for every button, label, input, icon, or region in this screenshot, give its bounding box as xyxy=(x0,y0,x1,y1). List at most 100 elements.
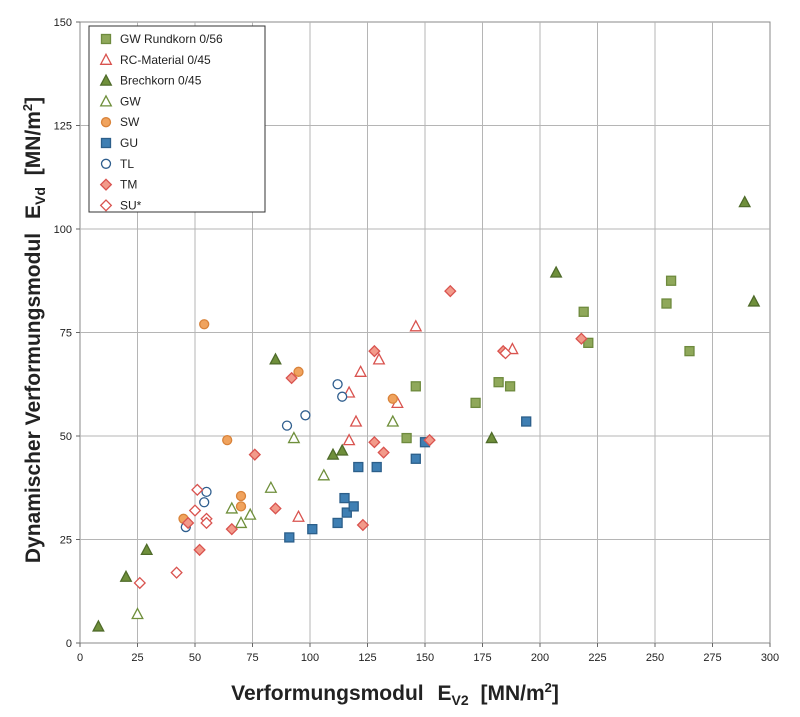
data-point xyxy=(575,332,588,345)
y-axis-title-sub: Vd xyxy=(32,187,48,205)
data-point xyxy=(133,576,147,590)
data-point xyxy=(349,414,363,427)
data-point xyxy=(300,410,311,421)
x-tick-label: 275 xyxy=(703,652,721,664)
data-point xyxy=(485,431,499,444)
legend-marker xyxy=(100,33,112,45)
legend-marker xyxy=(100,117,112,128)
data-point xyxy=(354,364,367,377)
legend-label: SW xyxy=(120,115,140,129)
legend-label: GW xyxy=(120,94,141,108)
x-tick-label: 250 xyxy=(646,652,664,664)
data-point xyxy=(401,432,412,444)
data-point xyxy=(281,420,293,431)
y-tick-label: 100 xyxy=(54,224,72,236)
y-axis-title-main: Dynamischer Verformungsmodul xyxy=(22,233,45,563)
data-point xyxy=(506,342,519,355)
y-tick-label: 50 xyxy=(60,431,72,443)
data-point xyxy=(738,195,752,208)
legend: GW Rundkorn 0/56 RC-Material 0/45 Brechkor… xyxy=(88,25,266,213)
series-8 xyxy=(133,346,512,590)
data-point xyxy=(243,507,257,520)
data-point xyxy=(201,486,212,498)
legend-marker xyxy=(100,137,112,149)
data-point xyxy=(342,433,356,446)
data-point xyxy=(199,319,210,330)
data-point xyxy=(332,517,343,529)
data-point xyxy=(684,345,695,357)
data-point xyxy=(235,490,247,502)
x-tick-label: 75 xyxy=(246,652,258,664)
x-tick-label: 0 xyxy=(77,652,83,664)
data-point xyxy=(293,366,304,377)
y-axis-title-unit-end: ] xyxy=(22,97,45,104)
data-point xyxy=(199,497,210,508)
legend-label: TL xyxy=(120,157,134,171)
data-point xyxy=(92,619,105,632)
data-point xyxy=(661,298,672,309)
data-point xyxy=(348,501,359,512)
x-axis-title: Verformungsmodul EV2 [MN/m2] xyxy=(231,680,559,710)
y-axis-title-e: E xyxy=(22,205,45,219)
x-tick-label: 125 xyxy=(358,652,376,664)
data-point xyxy=(410,381,421,392)
x-tick-label: 200 xyxy=(531,652,549,664)
x-tick-label: 225 xyxy=(588,652,606,664)
data-point xyxy=(317,468,331,481)
data-point xyxy=(337,391,348,402)
data-point xyxy=(353,461,364,473)
x-tick-label: 175 xyxy=(473,652,491,664)
x-tick-label: 50 xyxy=(189,652,201,664)
data-point xyxy=(371,461,382,473)
data-point xyxy=(499,346,512,360)
series-1 xyxy=(292,319,519,522)
data-point xyxy=(287,431,301,444)
y-axis-title: Dynamischer Verformungsmodul EVd [MN/m2] xyxy=(20,97,50,563)
data-point xyxy=(193,543,206,557)
data-point xyxy=(493,377,504,388)
data-point xyxy=(377,446,390,459)
data-points xyxy=(92,195,761,632)
data-point xyxy=(423,433,436,447)
data-point xyxy=(549,265,563,278)
series-4 xyxy=(178,319,398,524)
data-point xyxy=(307,524,318,535)
data-point xyxy=(504,381,516,392)
series-6 xyxy=(180,379,348,533)
grid-lines xyxy=(80,22,770,643)
x-tick-label: 150 xyxy=(416,652,434,664)
x-tick-label: 100 xyxy=(301,652,319,664)
x-tick-label: 25 xyxy=(131,652,143,664)
data-point xyxy=(131,607,144,620)
data-point xyxy=(372,352,386,365)
data-point xyxy=(326,447,340,460)
data-point xyxy=(222,434,233,446)
data-point xyxy=(292,509,305,522)
data-point xyxy=(470,397,481,409)
series-3 xyxy=(131,414,400,620)
x-axis-title-unit-sup: 2 xyxy=(545,680,552,695)
data-point xyxy=(181,516,195,530)
data-point xyxy=(284,532,295,543)
data-point xyxy=(269,352,282,365)
data-point xyxy=(356,518,370,532)
data-point xyxy=(188,504,202,517)
data-point xyxy=(225,501,239,514)
legend-label: TM xyxy=(120,178,137,192)
legend-marker xyxy=(99,178,113,191)
data-point xyxy=(235,501,247,512)
legend-label: RC-Material 0/45 xyxy=(120,53,211,67)
x-axis-title-unit-end: ] xyxy=(552,682,559,705)
data-point xyxy=(170,566,183,579)
data-point xyxy=(341,507,352,518)
series-5 xyxy=(284,416,532,543)
legend-marker xyxy=(99,199,113,212)
data-point xyxy=(248,448,262,461)
data-point xyxy=(234,516,248,529)
legend-marker xyxy=(99,52,113,65)
y-tick-label: 150 xyxy=(54,17,72,29)
legend-box xyxy=(88,25,266,213)
data-point xyxy=(521,416,532,427)
data-point xyxy=(747,294,761,307)
